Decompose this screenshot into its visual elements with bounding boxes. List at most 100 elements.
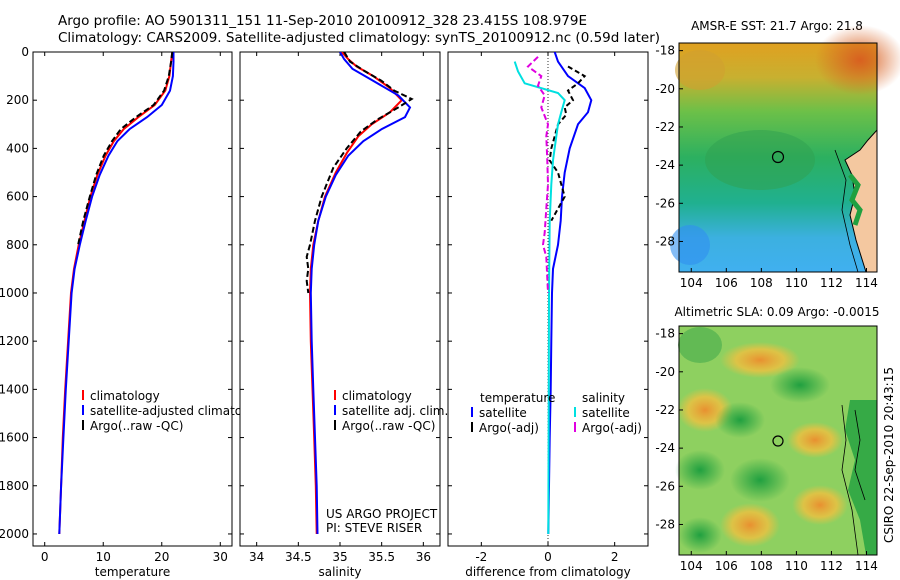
sla-coastline xyxy=(854,409,866,501)
sst-map-panel: AMSR-E SST: 21.7 Argo: 21.8 104 106 108 110… xyxy=(655,19,900,290)
legend-label: satellite xyxy=(479,406,527,420)
sst-isobath xyxy=(834,149,859,273)
sla-patch xyxy=(787,422,843,458)
legend-header: salinity xyxy=(582,391,625,405)
x-axis-label: salinity xyxy=(318,565,361,579)
plot-frame xyxy=(239,51,441,547)
x-tick-label: 10 xyxy=(96,550,111,564)
legend-label: Argo(..raw -QC) xyxy=(90,419,183,433)
map-y-tick-label: -26 xyxy=(655,479,675,493)
sst-patch xyxy=(675,50,725,90)
y-tick-label: 1400 xyxy=(0,382,29,396)
x-tick-label: 34 xyxy=(249,550,264,564)
map-x-tick-label: 114 xyxy=(855,559,878,573)
sla-map-title: Altimetric SLA: 0.09 Argo: -0.0015 xyxy=(674,305,879,319)
x-tick-label: 0 xyxy=(41,550,49,564)
annotation-text: PI: STEVE RISER xyxy=(326,521,422,535)
map-x-tick-label: 112 xyxy=(820,276,843,290)
x-tick-label: 2 xyxy=(611,550,619,564)
y-tick-label: 200 xyxy=(6,93,29,107)
y-tick-label: 600 xyxy=(6,190,29,204)
sla-patch xyxy=(678,517,722,553)
legend-label: climatology xyxy=(90,389,160,403)
map-y-tick-label: -18 xyxy=(655,327,675,341)
map-y-tick-label: -28 xyxy=(655,234,675,248)
y-tick-label: 1200 xyxy=(0,334,29,348)
sst-map-title: AMSR-E SST: 21.7 Argo: 21.8 xyxy=(691,19,863,33)
temperature-profile-panel: 0 10 20 30 temperature 0 200 400 600 800 1000 1200 1… xyxy=(0,45,268,579)
x-tick-label: 35 xyxy=(332,550,347,564)
x-tick-label: 34.5 xyxy=(285,550,312,564)
series-line xyxy=(305,52,414,294)
x-axis-label: temperature xyxy=(95,565,170,579)
legend-label: Argo(-adj) xyxy=(582,421,642,435)
legend-label: Argo(-adj) xyxy=(479,421,539,435)
series-line xyxy=(58,52,175,535)
x-tick-label: 0 xyxy=(544,550,552,564)
legend-label: satellite-adjusted climatology xyxy=(90,404,268,418)
y-tick-label: 1800 xyxy=(0,479,29,493)
legend-label: satellite adj. clim. xyxy=(342,404,448,418)
x-tick-label: 35.5 xyxy=(368,550,395,564)
sla-patch xyxy=(730,458,790,502)
map-y-tick-label: -22 xyxy=(655,403,675,417)
sla-patch xyxy=(678,327,722,363)
y-tick-label: 1600 xyxy=(0,431,29,445)
map-x-tick-label: 104 xyxy=(680,559,703,573)
sla-patch xyxy=(715,402,765,438)
map-y-tick-label: -24 xyxy=(655,441,675,455)
series-line xyxy=(513,61,566,535)
x-tick-label: 36 xyxy=(416,550,431,564)
sla-map-axes: 104 106 108 110 112 114 -18 -20 -22 -24 -26 -28 xyxy=(655,327,878,573)
y-tick-label: 800 xyxy=(6,238,29,252)
legend-header: temperature xyxy=(480,391,555,405)
x-tick-label: 30 xyxy=(213,550,228,564)
map-y-tick-label: -26 xyxy=(655,196,675,210)
sst-patch xyxy=(705,130,815,190)
series-group xyxy=(513,52,593,535)
series-line xyxy=(77,52,174,246)
map-y-tick-label: -24 xyxy=(655,158,675,172)
map-x-tick-label: 108 xyxy=(750,276,773,290)
map-x-tick-label: 110 xyxy=(785,559,808,573)
series-line xyxy=(526,56,550,294)
y-tick-label: 400 xyxy=(6,141,29,155)
header-line1: Argo profile: AO 5901311_151 11-Sep-2010… xyxy=(58,13,587,29)
map-y-tick-label: -18 xyxy=(655,44,675,58)
sst-map-frame xyxy=(678,42,878,273)
y-tick-label: 0 xyxy=(21,45,29,59)
sla-map-panel: Altimetric SLA: 0.09 Argo: -0.0015 104 10… xyxy=(655,305,879,573)
side-timestamp: CSIRO 22-Sep-2010 20:43:15 xyxy=(882,367,896,543)
map-x-tick-label: 114 xyxy=(855,276,878,290)
series-group xyxy=(305,52,414,535)
sla-patch xyxy=(770,367,830,403)
legend-label: satellite xyxy=(582,406,630,420)
y-tick-label: 2000 xyxy=(0,527,29,541)
sla-coast-strip xyxy=(845,400,877,555)
sst-argo-marker xyxy=(771,150,785,164)
header-line2: Climatology: CARS2009. Satellite-adjuste… xyxy=(58,30,660,46)
series-line xyxy=(309,52,412,535)
series-group xyxy=(58,52,175,535)
map-x-tick-label: 112 xyxy=(820,559,843,573)
map-y-tick-label: -20 xyxy=(655,82,675,96)
legend-label: climatology xyxy=(342,389,412,403)
map-y-tick-label: -20 xyxy=(655,365,675,379)
salinity-profile-panel: 34 34.5 35 35.5 36 salinity climatologysatelli… xyxy=(239,51,448,579)
map-x-tick-label: 106 xyxy=(715,276,738,290)
map-x-tick-label: 106 xyxy=(715,559,738,573)
sla-map-frame xyxy=(678,325,878,556)
map-x-tick-label: 110 xyxy=(785,276,808,290)
map-y-tick-label: -22 xyxy=(655,120,675,134)
x-tick-label: 20 xyxy=(154,550,169,564)
sla-patch xyxy=(792,485,848,525)
y-tick-label: 1000 xyxy=(0,286,29,300)
sla-patch xyxy=(675,450,725,490)
map-x-tick-label: 104 xyxy=(680,276,703,290)
legend-label: Argo(..raw -QC) xyxy=(342,419,435,433)
annotation-text: US ARGO PROJECT xyxy=(326,507,438,521)
sla-argo-marker xyxy=(772,435,784,447)
sst-map-axes: 104 106 108 110 112 114 -18 -20 -22 -24 -26 -28 xyxy=(655,44,878,290)
